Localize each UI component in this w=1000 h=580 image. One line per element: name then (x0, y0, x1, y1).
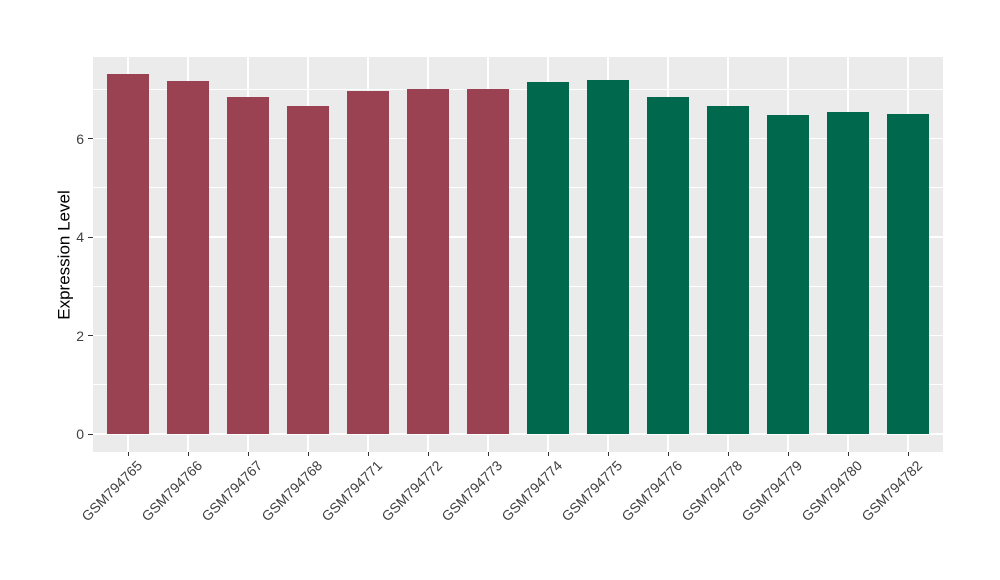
y-tick-4 (88, 236, 93, 238)
bar-GSM794779 (767, 114, 809, 434)
x-tick-GSM794768 (307, 452, 309, 456)
x-tick-GSM794765 (127, 452, 129, 456)
gridline-major-y4 (93, 236, 943, 238)
x-tick-label-GSM794778: GSM794778 (678, 457, 746, 525)
gridline-minor-y5 (93, 187, 943, 189)
x-tick-GSM794780 (847, 452, 849, 456)
x-tick-label-GSM794767: GSM794767 (198, 457, 266, 525)
x-tick-label-GSM794765: GSM794765 (78, 457, 146, 525)
x-tick-label-GSM794780: GSM794780 (798, 457, 866, 525)
bar-GSM794772 (407, 89, 449, 434)
bar-GSM794765 (107, 74, 149, 434)
y-tick-0 (88, 433, 93, 435)
y-tick-label-2: 2 (76, 327, 84, 344)
bar-GSM794771 (347, 90, 389, 434)
x-tick-label-GSM794772: GSM794772 (378, 457, 446, 525)
bar-GSM794782 (887, 113, 929, 434)
y-tick-6 (88, 138, 93, 139)
bar-GSM794773 (467, 89, 509, 434)
bar-GSM794767 (227, 97, 269, 434)
bar-GSM794766 (167, 81, 209, 434)
y-axis-title: Expression Level (54, 189, 74, 320)
x-tick-GSM794766 (187, 452, 189, 456)
x-tick-GSM794772 (427, 452, 429, 456)
gridline-major-y6 (93, 137, 943, 140)
x-tick-GSM794775 (607, 452, 609, 456)
x-tick-label-GSM794766: GSM794766 (138, 457, 206, 525)
x-tick-GSM794774 (547, 452, 549, 456)
gridline-major-y2 (93, 334, 943, 337)
x-tick-label-GSM794776: GSM794776 (618, 457, 686, 525)
x-tick-label-GSM794773: GSM794773 (438, 457, 506, 525)
bar-GSM794768 (287, 105, 329, 434)
bar-GSM794775 (587, 80, 629, 434)
gridline-major-y0 (93, 433, 943, 435)
y-tick-2 (88, 335, 93, 336)
y-tick-label-0: 0 (76, 426, 84, 442)
x-tick-GSM794778 (727, 452, 729, 456)
y-tick-label-4: 4 (76, 229, 84, 245)
x-tick-GSM794779 (787, 452, 789, 456)
gridline-minor-y1 (93, 384, 943, 386)
x-tick-label-GSM794768: GSM794768 (258, 457, 326, 525)
x-tick-GSM794767 (247, 452, 249, 456)
plot-panel (93, 57, 943, 452)
x-tick-GSM794771 (367, 452, 369, 456)
y-tick-label-6: 6 (76, 130, 84, 147)
x-tick-GSM794782 (907, 452, 909, 456)
x-tick-label-GSM794775: GSM794775 (558, 457, 626, 525)
x-tick-label-GSM794774: GSM794774 (498, 457, 566, 525)
gridline-minor-y3 (93, 285, 943, 287)
x-tick-GSM794773 (487, 452, 489, 456)
bar-GSM794774 (527, 81, 569, 434)
bar-GSM794778 (707, 105, 749, 434)
bar-GSM794776 (647, 96, 689, 434)
x-tick-GSM794776 (667, 452, 669, 456)
gridline-minor-y7 (93, 88, 943, 90)
x-tick-label-GSM794782: GSM794782 (858, 457, 926, 525)
x-tick-label-GSM794771: GSM794771 (318, 457, 386, 525)
x-tick-label-GSM794779: GSM794779 (738, 457, 806, 525)
bar-GSM794780 (827, 112, 869, 434)
